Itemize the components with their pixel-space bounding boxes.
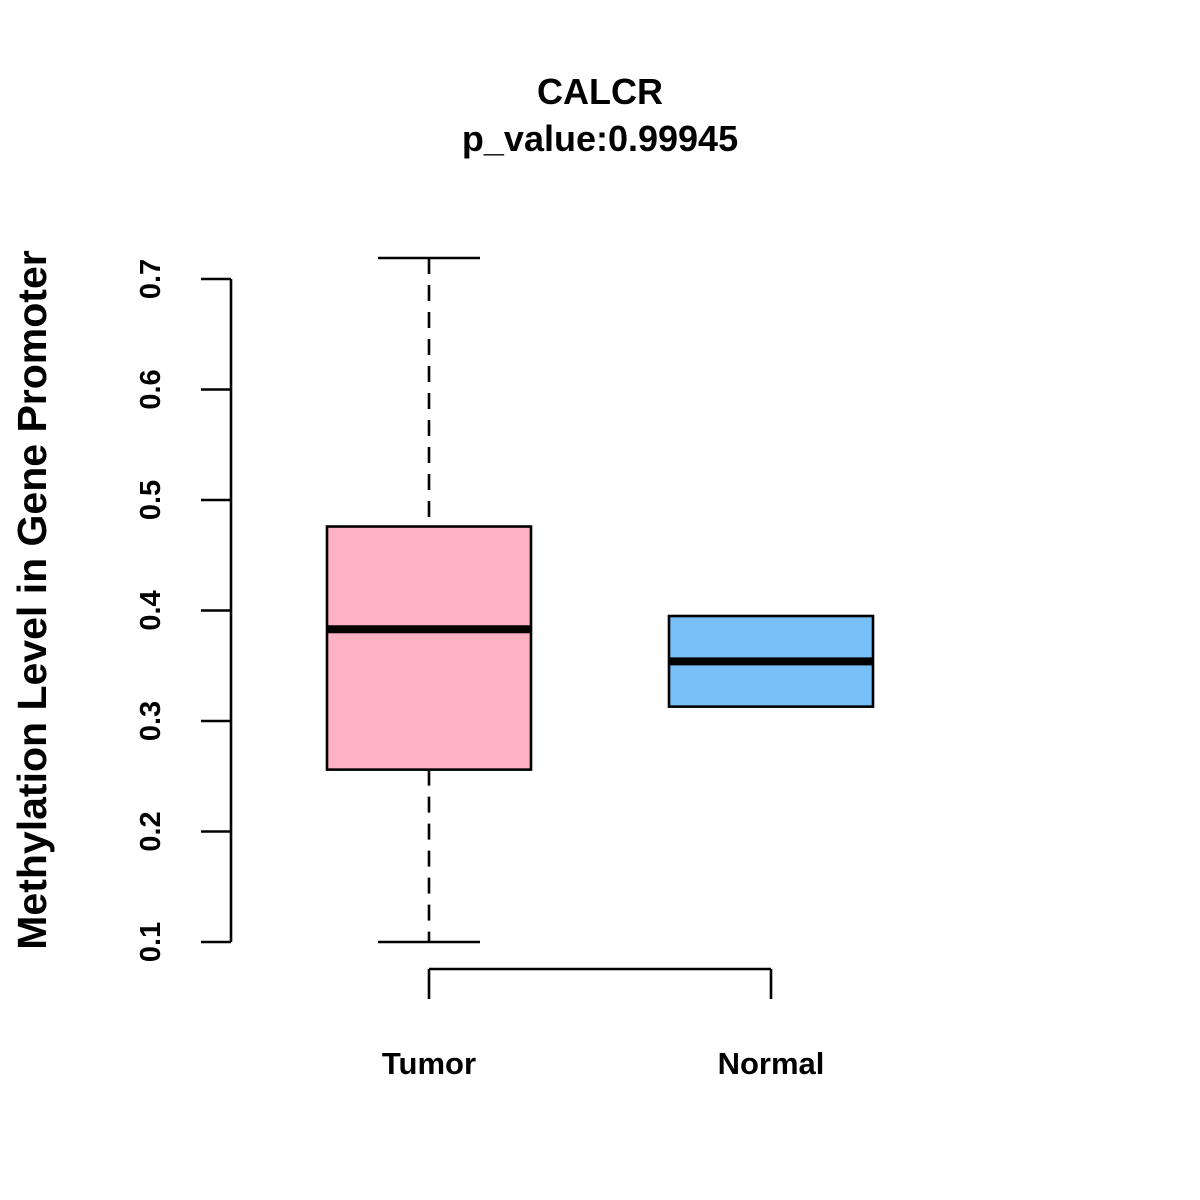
box-normal [667,614,875,708]
y-axis-label: Methylation Level in Gene Promoter [9,250,55,949]
boxes-group [325,256,875,944]
iqr-box [325,525,533,771]
x-tick-label: Normal [718,1046,825,1081]
y-tick-label: 0.7 [135,259,167,299]
y-tick-label: 0.4 [135,590,167,630]
chart-subtitle: p_value:0.99945 [462,118,738,159]
y-tick-label: 0.5 [135,480,167,520]
chart-title: CALCR [537,71,663,112]
y-tick-label: 0.6 [135,369,167,409]
y-axis: 0.1 0.2 0.3 0.4 0.5 0.6 0.7 [135,259,233,962]
box-tumor [325,256,533,944]
x-tick-label: Tumor [382,1046,476,1081]
y-tick-label: 0.2 [135,811,167,851]
y-tick-label: 0.1 [135,922,167,962]
y-tick-label: 0.3 [135,701,167,741]
x-axis: Tumor Normal [382,967,825,1081]
